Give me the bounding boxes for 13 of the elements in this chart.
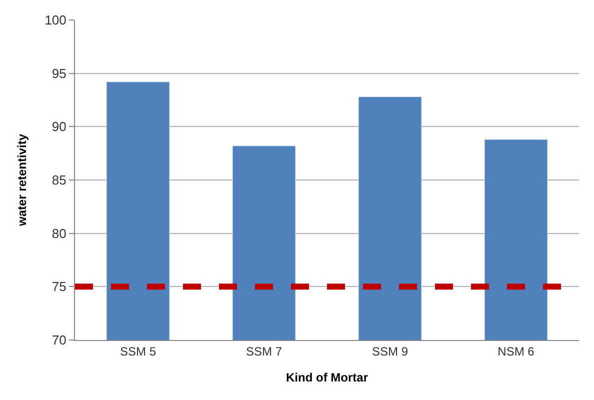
y-tick-label: 70 xyxy=(52,332,66,348)
y-tick-label: 90 xyxy=(52,119,66,134)
y-tick-label: 75 xyxy=(52,279,66,294)
x-tick-label: SSM 5 xyxy=(120,344,156,358)
x-axis-title: Kind of Mortar xyxy=(286,370,368,384)
x-tick-label: NSM 6 xyxy=(498,344,535,358)
y-tick-label: 95 xyxy=(52,66,66,81)
x-tick-label: SSM 7 xyxy=(246,344,282,358)
x-tick-label: SSM 9 xyxy=(372,344,408,358)
y-tick-label: 80 xyxy=(52,226,66,241)
y-axis-title: water retentivity xyxy=(14,134,29,228)
y-tick-label: 100 xyxy=(44,12,66,28)
y-tick-label: 85 xyxy=(52,172,66,188)
